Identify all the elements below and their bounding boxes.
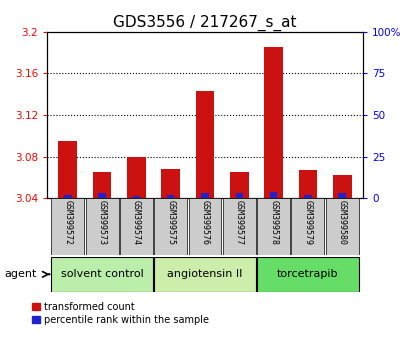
Bar <box>51 257 153 292</box>
Bar <box>332 175 351 198</box>
Bar <box>235 193 243 198</box>
Text: solvent control: solvent control <box>61 269 143 279</box>
Bar <box>256 198 290 255</box>
Text: GSM399575: GSM399575 <box>166 200 175 245</box>
Bar <box>256 257 358 292</box>
Bar <box>64 195 71 198</box>
Bar <box>127 157 146 198</box>
Text: GSM399573: GSM399573 <box>97 200 106 245</box>
Bar <box>98 193 106 198</box>
Bar <box>269 192 277 198</box>
Bar <box>201 193 208 198</box>
Bar <box>291 198 324 255</box>
Bar <box>222 198 255 255</box>
Bar <box>298 170 317 198</box>
Text: GSM399579: GSM399579 <box>303 200 312 245</box>
Bar <box>229 172 248 198</box>
Bar <box>325 198 358 255</box>
Bar <box>161 169 180 198</box>
Bar <box>92 172 111 198</box>
Bar <box>154 198 187 255</box>
Text: agent: agent <box>4 269 36 279</box>
Bar <box>85 198 118 255</box>
Text: GSM399572: GSM399572 <box>63 200 72 245</box>
Bar <box>119 198 153 255</box>
Text: GSM399574: GSM399574 <box>132 200 141 245</box>
Bar <box>195 91 214 198</box>
Bar <box>263 47 282 198</box>
Bar <box>303 195 311 198</box>
Text: GSM399580: GSM399580 <box>337 200 346 245</box>
Text: angiotensin II: angiotensin II <box>167 269 242 279</box>
Text: GSM399577: GSM399577 <box>234 200 243 245</box>
Bar <box>58 141 77 198</box>
Bar <box>154 257 255 292</box>
Bar <box>132 196 140 198</box>
Legend: transformed count, percentile rank within the sample: transformed count, percentile rank withi… <box>31 302 209 325</box>
Text: GSM399576: GSM399576 <box>200 200 209 245</box>
Bar <box>188 198 221 255</box>
Bar <box>166 195 174 198</box>
Title: GDS3556 / 217267_s_at: GDS3556 / 217267_s_at <box>113 14 296 30</box>
Bar <box>51 198 84 255</box>
Text: torcetrapib: torcetrapib <box>276 269 338 279</box>
Text: GSM399578: GSM399578 <box>268 200 277 245</box>
Bar <box>338 193 345 198</box>
